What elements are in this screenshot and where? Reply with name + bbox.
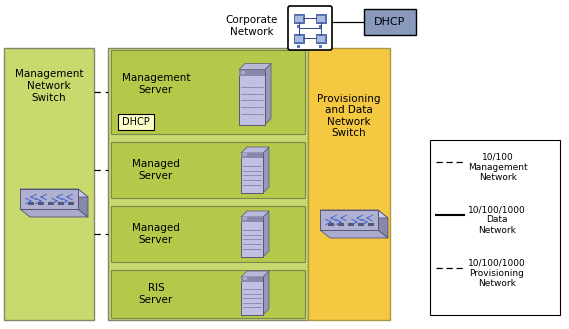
Polygon shape — [20, 209, 88, 217]
Polygon shape — [320, 210, 388, 218]
Bar — [118, 114, 154, 130]
Polygon shape — [263, 147, 269, 193]
Bar — [241, 153, 263, 193]
Bar — [368, 223, 374, 226]
Bar — [320, 44, 323, 47]
Bar — [4, 48, 94, 320]
Bar — [111, 270, 305, 318]
Bar — [239, 69, 265, 76]
Bar — [338, 223, 344, 226]
Text: Provisioning
and Data
Network
Switch: Provisioning and Data Network Switch — [318, 93, 381, 139]
Bar — [48, 202, 54, 205]
Bar — [295, 36, 303, 42]
Bar — [328, 223, 334, 226]
Polygon shape — [320, 230, 388, 238]
Text: DHCP: DHCP — [374, 17, 406, 27]
Bar — [20, 189, 78, 209]
Bar — [320, 210, 378, 230]
Bar — [430, 140, 560, 315]
Bar — [111, 50, 305, 134]
FancyBboxPatch shape — [288, 6, 332, 50]
Bar — [241, 153, 263, 158]
Bar — [364, 9, 416, 35]
Polygon shape — [378, 210, 388, 238]
Bar — [243, 277, 247, 280]
Bar — [241, 217, 263, 222]
Polygon shape — [239, 63, 271, 69]
Bar — [308, 48, 390, 320]
Bar — [316, 34, 326, 43]
Bar — [317, 16, 325, 22]
Bar — [317, 36, 325, 42]
Bar — [111, 142, 305, 198]
Bar — [108, 48, 308, 320]
Bar — [316, 14, 326, 23]
Bar — [58, 202, 64, 205]
Text: Management
Server: Management Server — [122, 73, 190, 95]
Bar — [239, 69, 265, 124]
Bar — [294, 14, 304, 23]
Polygon shape — [241, 147, 269, 153]
Bar — [295, 16, 303, 22]
Text: Managed
Server: Managed Server — [132, 223, 180, 245]
Text: 10/100/1000
Data
Network: 10/100/1000 Data Network — [468, 205, 526, 235]
Bar — [241, 277, 263, 315]
Bar — [243, 153, 247, 156]
Bar — [243, 217, 247, 220]
Text: Managed
Server: Managed Server — [132, 159, 180, 181]
Bar — [28, 202, 34, 205]
Text: 10/100
Management
Network: 10/100 Management Network — [468, 152, 527, 182]
Bar — [298, 44, 300, 47]
Bar — [320, 24, 323, 28]
Bar — [358, 223, 364, 226]
Polygon shape — [241, 211, 269, 217]
Polygon shape — [78, 189, 88, 217]
Polygon shape — [263, 211, 269, 257]
Bar — [38, 202, 44, 205]
Text: 10/100/1000
Provisioning
Network: 10/100/1000 Provisioning Network — [468, 258, 526, 288]
Text: RIS
Server: RIS Server — [139, 283, 173, 305]
Polygon shape — [20, 189, 88, 197]
Bar — [241, 71, 245, 74]
Text: Management
Network
Switch: Management Network Switch — [15, 69, 83, 103]
Text: DHCP: DHCP — [122, 117, 150, 127]
Bar — [111, 206, 305, 262]
Bar — [298, 24, 300, 28]
Bar — [241, 277, 263, 282]
Polygon shape — [265, 63, 271, 124]
Bar — [348, 223, 354, 226]
Text: Corporate
Network: Corporate Network — [226, 15, 278, 37]
Bar — [294, 34, 304, 43]
Bar — [241, 217, 263, 257]
Polygon shape — [241, 271, 269, 277]
Polygon shape — [263, 271, 269, 315]
Bar — [68, 202, 74, 205]
